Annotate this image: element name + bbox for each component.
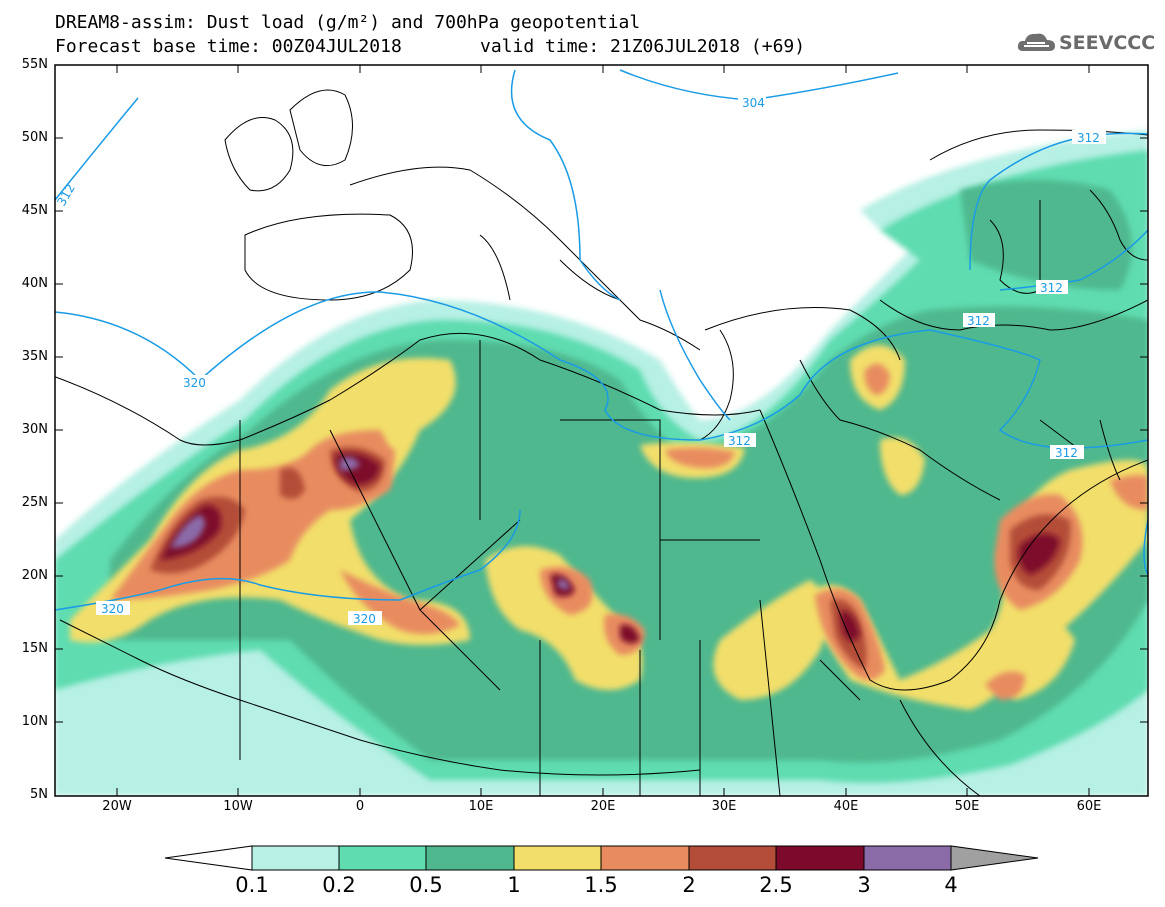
contour-label: 312 [1040,281,1063,295]
colorbar-label: 1 [507,873,521,897]
forecast-times: Forecast base time: 00Z04JUL2018 valid ti… [55,36,805,57]
lon-label: 20E [590,799,616,814]
colorbar-bin [425,845,515,871]
contour-label: 320 [183,376,206,390]
base-time: Forecast base time: 00Z04JUL2018 [55,36,402,57]
lon-label: 30E [711,799,737,814]
colorbar-bin [338,845,427,871]
coastlines-borders [55,89,1148,796]
seevccc-logo: SEEVCCC [1017,32,1155,54]
colorbar-bin [688,845,777,871]
contour-label: 312 [967,314,990,328]
valid-time: valid time: 21Z06JUL2018 (+69) [480,36,806,57]
contour-label: 320 [353,612,376,626]
axis-ticks [55,64,1148,797]
lon-label: 20W [102,799,132,814]
colorbar-label: 1.5 [584,873,618,897]
lat-label: 35N [21,349,48,364]
lat-label: 5N [30,787,48,802]
logo-text: SEEVCCC [1059,32,1155,54]
lon-label: 40E [833,799,859,814]
lat-label: 55N [21,57,48,72]
contour-label: 312 [1055,446,1078,460]
lat-label: 15N [21,641,48,656]
colorbar-label: 0.1 [235,873,269,897]
colorbar-min-arrow [164,845,253,871]
lat-label: 45N [21,203,48,218]
colorbar-bin [600,845,690,871]
colorbar-max-arrow [950,845,1039,871]
colorbar [164,845,1039,871]
lon-label: 10E [468,799,494,814]
colorbar-bin [513,845,602,871]
contour-label: 320 [101,602,124,616]
colorbar-label: 4 [944,873,958,897]
lon-label: 0 [355,799,365,814]
contour-label: 312 [1077,131,1100,145]
lat-label: 50N [21,130,48,145]
colorbar-bin [863,845,952,871]
colorbar-bin [251,845,340,871]
lat-label: 25N [21,495,48,510]
colorbar-label: 0.2 [322,873,356,897]
lat-label: 10N [21,714,48,729]
lat-label: 40N [21,276,48,291]
colorbar-label: 2 [682,873,696,897]
contour-label: 312 [728,434,751,448]
contour-label: 304 [742,96,765,110]
map-title: DREAM8-assim: Dust load (g/m²) and 700hP… [55,12,641,33]
colorbar-label: 0.5 [409,873,443,897]
dust-field [55,65,1148,796]
geopotential-contours [55,69,1148,611]
lat-label: 20N [21,568,48,583]
lon-label: 10W [223,799,253,814]
colorbar-label: 3 [857,873,871,897]
lon-label: 50E [954,799,980,814]
lat-label: 30N [21,422,48,437]
colorbar-label: 2.5 [759,873,793,897]
colorbar-bin [775,845,865,871]
lon-label: 60E [1076,799,1102,814]
